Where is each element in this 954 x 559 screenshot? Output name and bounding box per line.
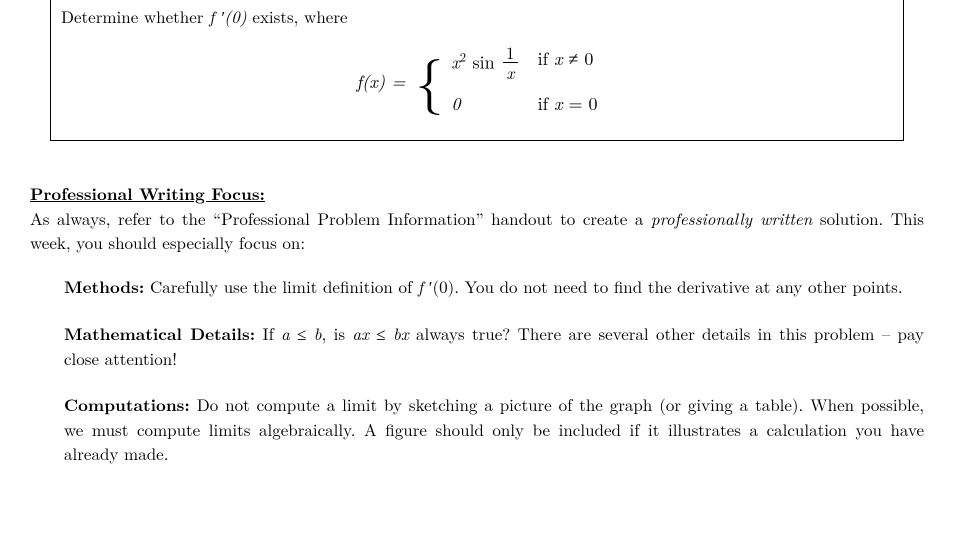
focus-intro-pre: As always, refer to the “Professional Pr… — [30, 206, 651, 230]
case2-cond: if x = 0 — [538, 91, 598, 116]
function-definition: f(x) = { x2 sin 1x if x ≠ 0 0 if x = 0 — [61, 46, 893, 116]
case1-cond: if x ≠ 0 — [538, 46, 598, 83]
focus-label-computations: Computations: — [64, 393, 190, 417]
focus-intro-emph: professionally written — [651, 206, 812, 230]
focus-text-computations: Do not compute a limit by sketching a pi… — [64, 392, 924, 465]
problem-box: Determine whether f ′(0) exists, where f… — [50, 0, 904, 141]
focus-item-details: Mathematical Details: If a ≤ b, is ax ≤ … — [64, 321, 924, 370]
case2-value: 0 — [451, 91, 519, 116]
problem-statement: Determine whether f ′(0) exists, where — [61, 4, 893, 28]
focus-item-methods: Methods: Carefully use the limit definit… — [64, 274, 924, 299]
problem-math: f ′(0) — [209, 4, 247, 28]
focus-list: Methods: Carefully use the limit definit… — [64, 274, 924, 465]
focus-text-methods: Carefully use the limit definition of f … — [144, 274, 902, 298]
problem-post: exists, where — [247, 4, 348, 28]
piecewise-cases: x2 sin 1x if x ≠ 0 0 if x = 0 — [451, 46, 597, 116]
focus-item-computations: Computations: Do not compute a limit by … — [64, 392, 924, 465]
page: Determine whether f ′(0) exists, where f… — [0, 0, 954, 465]
problem-pre: Determine whether — [61, 4, 209, 28]
writing-focus-section: Professional Writing Focus: As always, r… — [30, 181, 924, 465]
focus-label-methods: Methods: — [64, 275, 144, 299]
brace-icon: { — [415, 51, 443, 107]
fn-lhs: f(x) = — [357, 69, 406, 94]
case1-value: x2 sin 1x — [451, 46, 519, 83]
focus-intro: Professional Writing Focus: As always, r… — [30, 181, 924, 254]
focus-title: Professional Writing Focus: — [30, 182, 265, 206]
focus-label-details: Mathematical Details: — [64, 322, 255, 346]
